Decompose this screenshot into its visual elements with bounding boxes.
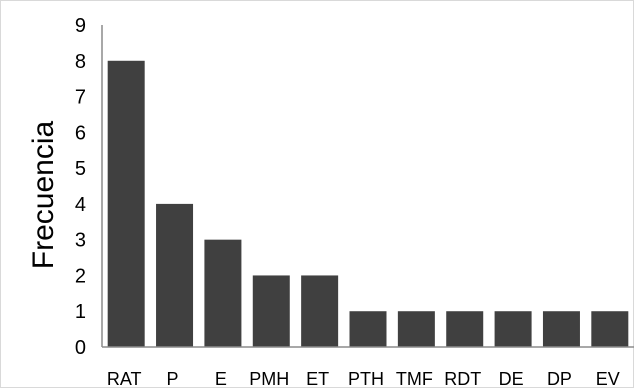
bar (397, 311, 435, 347)
x-tick-label: DE (499, 369, 524, 388)
bar (591, 311, 629, 347)
x-tick-label: TMF (396, 369, 433, 388)
y-tick-label: 6 (75, 122, 86, 144)
x-tick-label: PTH (348, 369, 384, 388)
y-tick-label: 1 (75, 301, 86, 323)
bar (494, 311, 532, 347)
bars (107, 60, 629, 348)
y-axis-title: Frecuencia (27, 120, 60, 269)
y-tick-label: 7 (75, 87, 86, 109)
bar (156, 203, 194, 347)
bar (542, 311, 580, 347)
y-tick-label: 2 (75, 265, 86, 287)
x-tick-label: PMH (249, 369, 289, 388)
bar (252, 275, 290, 347)
y-tick-labels: 0 1 2 3 4 5 6 7 8 9 (75, 15, 86, 359)
y-tick-label: 4 (75, 194, 86, 216)
x-tick-label: RAT (107, 369, 142, 388)
x-tick-label: RDT (444, 369, 481, 388)
x-tick-label: E (215, 369, 227, 388)
x-tick-labels: RAT P E PMH ET PTH TMF RDT DE DP EV (107, 369, 620, 388)
x-tick-label: ET (306, 369, 329, 388)
bar (446, 311, 484, 347)
y-tick-label: 0 (75, 337, 86, 359)
x-tick-label: P (167, 369, 179, 388)
bar (349, 311, 387, 347)
y-tick-label: 3 (75, 230, 86, 252)
y-tick-label: 9 (75, 15, 86, 37)
x-tick-label: EV (596, 369, 620, 388)
y-tick-label: 5 (75, 158, 86, 180)
bar (301, 275, 339, 347)
y-tick-label: 8 (75, 51, 86, 73)
bar (107, 60, 145, 348)
bar (204, 239, 242, 347)
x-tick-label: DP (547, 369, 572, 388)
